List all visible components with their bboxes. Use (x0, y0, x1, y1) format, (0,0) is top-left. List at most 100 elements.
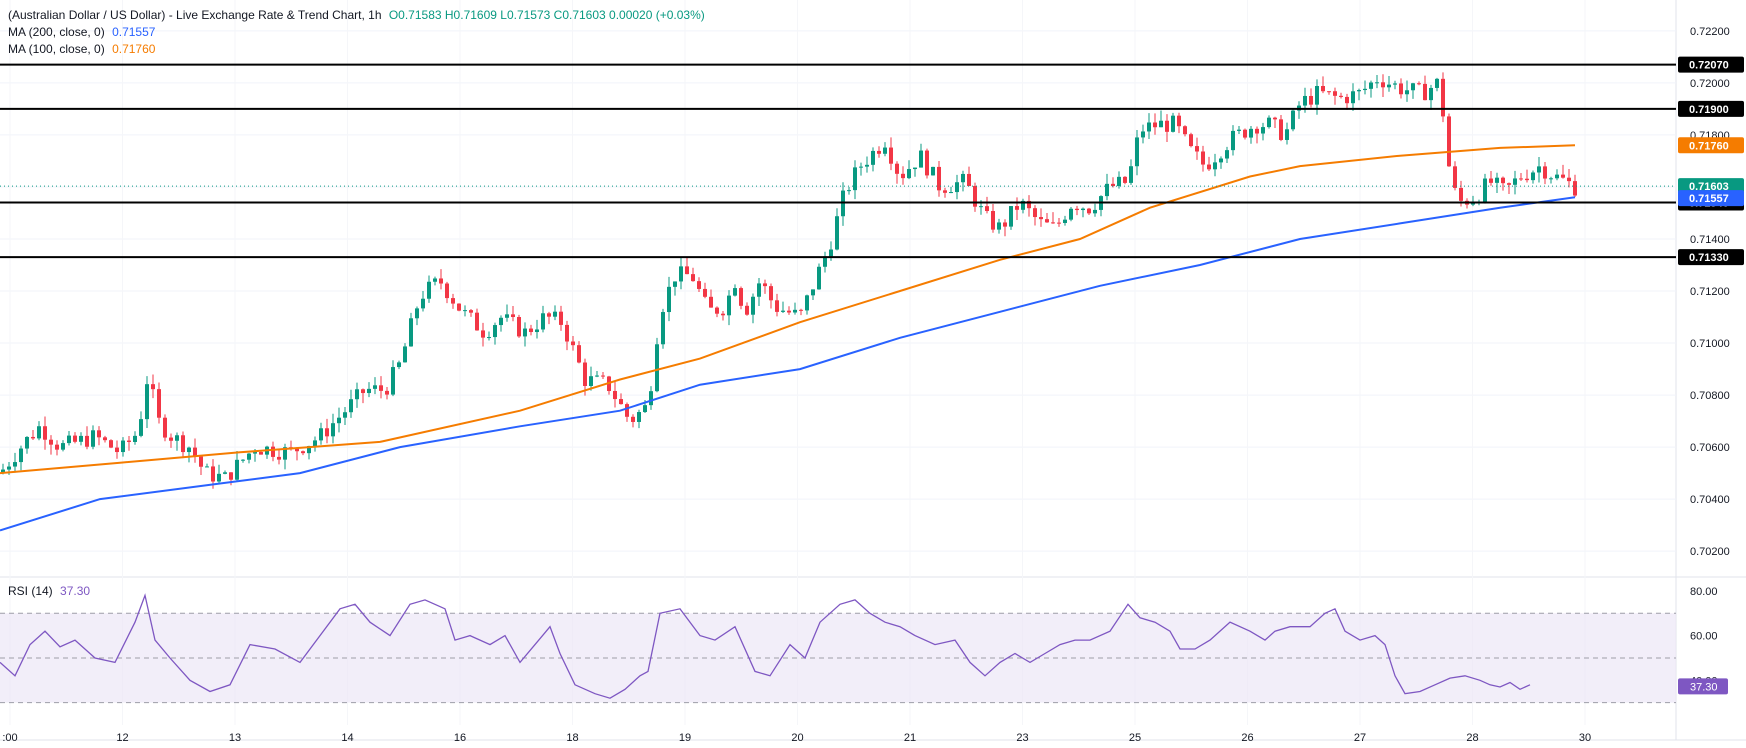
candle-body-down (49, 439, 53, 445)
candle-body-up (319, 428, 323, 441)
candle-body-up (133, 435, 137, 442)
candle-body-up (1435, 78, 1439, 88)
candle-body-up (409, 318, 413, 347)
candle-body-down (973, 185, 977, 207)
candle-body-down (769, 286, 773, 301)
price-tick-label: 0.70800 (1690, 390, 1730, 402)
candle-body-down (361, 389, 365, 394)
candle-body-up (535, 329, 539, 333)
candle-body-up (1351, 91, 1355, 104)
candle-body-down (109, 440, 113, 448)
candle-body-up (1363, 88, 1367, 91)
candle-body-down (1201, 151, 1205, 165)
candle-body-down (1183, 126, 1187, 135)
candle-body-down (85, 435, 89, 447)
candle-body-down (379, 385, 383, 391)
candle-body-down (325, 428, 329, 437)
level-label: 0.72070 (1689, 60, 1729, 72)
time-tick-label: 25 (1129, 732, 1141, 744)
candle-body-up (907, 169, 911, 179)
candle-body-up (655, 344, 659, 392)
time-tick-label: 16 (454, 732, 466, 744)
time-tick-label: 19 (679, 732, 691, 744)
candle-body-up (343, 412, 347, 418)
candle-body-down (697, 281, 701, 289)
candle-body-up (997, 222, 1001, 230)
candle-body-up (853, 167, 857, 191)
candle-body-down (619, 399, 623, 405)
price-tick-label: 0.71000 (1690, 338, 1730, 350)
candle-body-down (385, 390, 389, 395)
candle-body-up (859, 166, 863, 168)
candle-body-up (499, 317, 503, 326)
candle-body-up (1081, 208, 1085, 211)
candle-body-down (991, 211, 995, 230)
candle-body-down (127, 440, 131, 442)
candle-body-up (1369, 82, 1373, 89)
time-tick-label: 21 (904, 732, 916, 744)
candle-body-up (1159, 120, 1163, 128)
candle-body-down (295, 447, 299, 452)
candle-body-up (415, 308, 419, 319)
ma200-legend[interactable]: MA (200, close, 0) 0.71557 (8, 25, 159, 39)
candle-body-up (421, 298, 425, 309)
candle-body-up (847, 190, 851, 192)
candle-body-up (217, 473, 221, 482)
candle-body-up (727, 295, 731, 316)
time-tick-label: 27 (1354, 732, 1366, 744)
candle-body-down (1255, 128, 1259, 134)
candle-body-up (1147, 122, 1151, 132)
candle-body-down (481, 330, 485, 338)
candle-body-down (229, 472, 233, 480)
candle-body-down (1327, 91, 1331, 93)
candle-body-up (61, 443, 65, 450)
candle-body-up (391, 367, 395, 395)
candle-body-up (397, 362, 401, 368)
ma200-line (0, 196, 1576, 532)
candle-body-down (1039, 217, 1043, 220)
time-tick-label: 12 (116, 732, 128, 744)
rsi-legend[interactable]: RSI (14) 37.30 (8, 584, 94, 598)
candle-body-down (601, 375, 605, 377)
level-label: 0.71900 (1689, 104, 1729, 116)
candle-body-down (1501, 177, 1505, 184)
candle-body-up (1387, 84, 1391, 88)
rsi-value: 37.30 (60, 584, 91, 598)
ma100-legend[interactable]: MA (100, close, 0) 0.71760 (8, 42, 159, 56)
time-tick-label: 23 (1016, 732, 1028, 744)
candle-body-down (163, 417, 167, 438)
candle-body-down (1051, 222, 1055, 224)
candle-body-down (631, 416, 635, 422)
candle-body-up (283, 447, 287, 460)
ma200-label: MA (200, close, 0) (8, 25, 105, 39)
ma200-price-badge-box (1678, 190, 1744, 207)
ma100-label: MA (100, close, 0) (8, 42, 105, 56)
candle-body-down (1177, 115, 1181, 127)
candle-body-down (739, 288, 743, 306)
candle-body-down (709, 296, 713, 308)
candle-body-down (1321, 86, 1325, 92)
candle-body-down (1381, 82, 1385, 88)
candle-body-down (271, 446, 275, 457)
candle-body-down (469, 310, 473, 313)
candle-body-up (679, 266, 683, 282)
candle-body-up (1009, 206, 1013, 227)
candle-body-up (463, 310, 467, 312)
candle-body-up (553, 311, 557, 317)
candle-body-up (667, 286, 671, 313)
candle-body-down (559, 311, 563, 325)
ma100-line (0, 144, 1576, 475)
time-tick-label: 30 (1579, 732, 1591, 744)
candle-body-up (865, 164, 869, 167)
ma100-price-badge-box (1678, 137, 1744, 154)
price-tick-label: 0.70400 (1690, 494, 1730, 506)
rsi-value-badge: 37.30 (1690, 681, 1718, 693)
candle-body-down (703, 288, 707, 297)
candle-body-down (301, 451, 305, 454)
candle-body-up (145, 384, 149, 420)
price-tick-label: 0.72200 (1690, 26, 1730, 38)
level-label: 0.71330 (1689, 252, 1729, 264)
candle-body-down (1441, 78, 1445, 117)
candle-body-up (1285, 129, 1289, 140)
